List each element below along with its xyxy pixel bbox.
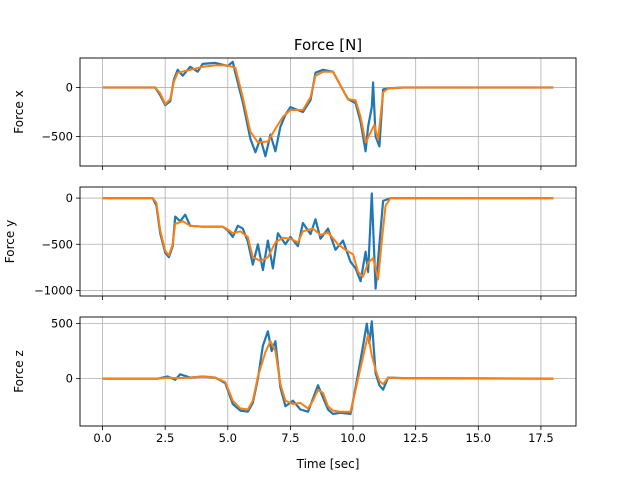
y-tick-label: 500 xyxy=(51,317,73,331)
y-axis-label: Force y xyxy=(3,220,17,263)
series-group xyxy=(102,60,554,158)
y-axis-label: Force z xyxy=(12,350,26,393)
raw-series-line xyxy=(102,60,554,158)
x-tick-label: 2.5 xyxy=(156,431,174,445)
x-tick-label: 17.5 xyxy=(528,431,554,445)
panel-frame xyxy=(79,186,577,297)
x-tick-label: 5.0 xyxy=(219,431,237,445)
panel-frame xyxy=(79,316,577,427)
panel-2: 0 −500 −1000 Force y xyxy=(3,186,577,300)
x-tick-label: 10.0 xyxy=(340,431,366,445)
series-group xyxy=(102,192,554,290)
y-tick-label: 0 xyxy=(66,191,73,205)
x-tick-label: 12.5 xyxy=(403,431,429,445)
filtered-series-line xyxy=(102,197,554,281)
panels-group: 0 −500 Force x 0 −500 −1000 Force y 0.0 2.5 5.0 7.… xyxy=(3,57,577,445)
filtered-series-line xyxy=(102,64,554,144)
y-tick-label: 0 xyxy=(66,372,73,386)
x-tick-label: 0.0 xyxy=(93,431,111,445)
x-axis-label: Time [sec] xyxy=(296,457,360,471)
chart-title: Force [N] xyxy=(294,36,362,54)
raw-series-line xyxy=(102,192,554,290)
series-group xyxy=(102,320,554,415)
y-tick-label: −500 xyxy=(41,237,73,251)
y-tick-label: −500 xyxy=(41,130,73,144)
y-tick-label: 0 xyxy=(66,80,73,94)
panel-3: 0.0 2.5 5.0 7.5 10.0 12.5 15.0 17.5 500 0 Force z xyxy=(12,316,577,445)
y-tick-label: −1000 xyxy=(34,283,73,297)
panel-frame xyxy=(79,57,577,167)
x-tick-label: 7.5 xyxy=(281,431,299,445)
panel-1: 0 −500 Force x xyxy=(12,57,577,170)
filtered-series-line xyxy=(102,333,554,413)
y-axis-label: Force x xyxy=(12,90,26,133)
x-tick-label: 15.0 xyxy=(465,431,491,445)
